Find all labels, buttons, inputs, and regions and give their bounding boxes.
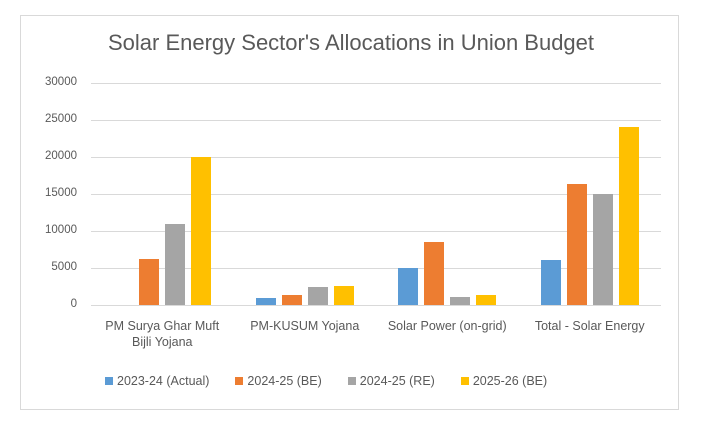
bar: [540, 259, 561, 305]
legend-label: 2023-24 (Actual): [117, 374, 210, 388]
y-tick-label: 15000: [45, 187, 77, 199]
bar: [398, 268, 419, 305]
x-label-line: Total - Solar Energy: [534, 319, 645, 333]
x-label-line: Solar Power (on-grid): [387, 319, 507, 333]
bar: [592, 194, 613, 305]
bar: [450, 296, 471, 305]
legend-item: 2023-24 (Actual): [105, 374, 209, 388]
y-tick-label: 25000: [45, 113, 77, 125]
legend-swatch-icon: [347, 377, 356, 385]
chart-title: Solar Energy Sector's Allocations in Uni…: [107, 30, 595, 55]
bar: [476, 294, 497, 305]
bar: [333, 285, 354, 305]
gridline: [91, 120, 661, 121]
gridline: [91, 194, 661, 195]
bar: [281, 294, 302, 305]
legend-item: 2024-25 (BE): [235, 374, 322, 388]
legend-swatch-icon: [105, 377, 113, 385]
bar: [255, 297, 276, 305]
x-label-line: PM-KUSUM Yojana: [250, 319, 360, 333]
x-label-line: Bijli Yojana: [132, 335, 193, 349]
legend-label: 2025-26 (BE): [472, 374, 548, 388]
legend-swatch-icon: [460, 377, 469, 385]
x-label-line: PM Surya Ghar Muft: [105, 319, 220, 333]
y-tick-label: 10000: [45, 224, 77, 236]
gridline: [91, 157, 661, 158]
gridline: [91, 305, 661, 306]
bar: [566, 184, 587, 305]
bar: [191, 157, 212, 305]
legend-item: 2024-25 (RE): [347, 374, 435, 388]
y-tick-label: 0: [70, 298, 77, 310]
gridline: [91, 83, 661, 84]
bar: [618, 127, 639, 305]
x-category-label: Solar Power (on-grid): [376, 318, 519, 334]
y-tick-label: 5000: [51, 261, 77, 273]
x-category-label: PM-KUSUM Yojana: [234, 318, 377, 334]
bar: [139, 258, 160, 305]
bar: [307, 286, 328, 305]
legend-label: 2024-25 (BE): [247, 374, 322, 388]
chart-legend: 2023-24 (Actual) 2024-25 (BE) 2024-25 (RE)…: [105, 374, 573, 388]
x-category-label: Total - Solar Energy: [519, 318, 662, 334]
gridline: [91, 268, 661, 269]
legend-item: 2025-26 (BE): [460, 374, 548, 388]
y-tick-label: 30000: [45, 76, 77, 88]
y-tick-label: 20000: [45, 150, 77, 162]
legend-swatch-icon: [235, 377, 244, 385]
legend-label: 2024-25 (RE): [359, 374, 435, 388]
x-category-label: PM Surya Ghar Muft Bijli Yojana: [91, 318, 234, 350]
bar: [424, 242, 445, 305]
gridline: [91, 231, 661, 232]
bar: [165, 223, 186, 305]
